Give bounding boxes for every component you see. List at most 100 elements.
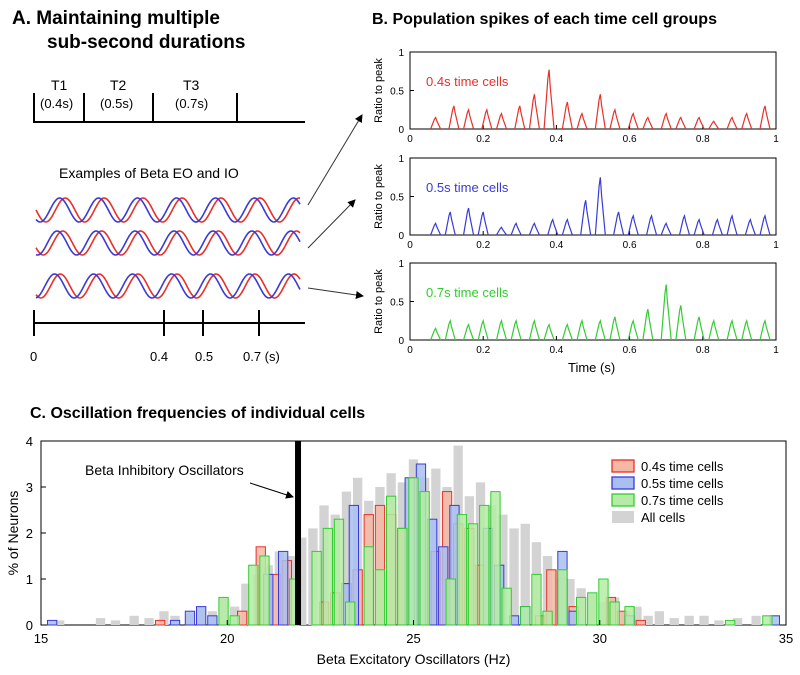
- spike-peak: [627, 111, 639, 130]
- histogram-bar: [624, 606, 635, 626]
- spike-plot-ylabel: Ratio to peak: [373, 58, 385, 123]
- legend-swatch: [611, 459, 635, 473]
- histogram-bar: [456, 514, 468, 626]
- histogram-bar: [669, 618, 679, 625]
- histogram-bar: [55, 620, 65, 625]
- y-tick-label: 4: [26, 434, 33, 449]
- histogram-bar: [643, 615, 653, 625]
- histogram-bar: [479, 504, 490, 626]
- x-tick-label: 15: [34, 631, 48, 646]
- interval-t1-name: T1: [51, 77, 68, 93]
- y-tick-label: 3: [26, 480, 33, 495]
- panel-a-title-line2: sub-second durations: [47, 32, 245, 53]
- legend-label: 0.7s time cells: [641, 493, 724, 508]
- spike-peak: [711, 217, 724, 236]
- interval-t1-duration: (0.4s): [40, 96, 73, 111]
- histogram-bar: [490, 491, 501, 626]
- x-tick-label: 1: [773, 345, 779, 356]
- histogram-bar: [345, 601, 356, 626]
- spike-peak: [481, 107, 493, 130]
- histogram-bar: [654, 611, 664, 625]
- spike-peak: [510, 318, 522, 341]
- wave-row2-eo: [35, 230, 301, 256]
- histogram-bar: [144, 618, 154, 625]
- histogram-bar: [408, 477, 419, 626]
- arrow-to-group-05: [307, 199, 356, 249]
- x-tick-label: 0.4: [549, 240, 563, 251]
- spike-peak: [627, 318, 639, 341]
- time-tick-04: 0.4: [150, 349, 168, 364]
- spike-peak: [462, 107, 475, 130]
- interval-bracket: [33, 93, 305, 123]
- inhibitory-marker: [295, 441, 302, 625]
- spike-peak: [543, 69, 555, 130]
- spike-peak: [675, 116, 687, 130]
- histogram-bar: [159, 611, 169, 625]
- spike-peak: [741, 111, 753, 130]
- y-tick-label: 0.5: [390, 298, 404, 309]
- legend-swatch: [611, 493, 635, 507]
- spike-peak: [726, 213, 738, 236]
- histogram-bar: [322, 527, 334, 626]
- histogram-bar: [501, 587, 512, 626]
- spike-peak: [430, 116, 442, 130]
- spike-peak: [576, 111, 588, 130]
- panel-b-title: B. Population spikes of each time cell g…: [372, 11, 717, 28]
- spike-peak: [594, 94, 606, 130]
- spike-peak: [660, 222, 672, 236]
- legend-label: All cells: [641, 510, 686, 525]
- histogram-bar: [699, 615, 709, 625]
- spike-peak: [726, 116, 738, 130]
- histogram-bar: [363, 546, 374, 626]
- x-tick-label: 0: [407, 345, 413, 356]
- spike-peak: [744, 217, 756, 236]
- examples-label: Examples of Beta EO and IO: [59, 165, 239, 181]
- y-tick-label: 1: [26, 572, 33, 587]
- spike-peak: [642, 116, 654, 130]
- time-tick-0: 0: [30, 349, 37, 364]
- histogram-bar: [129, 615, 139, 625]
- x-tick-label: 25: [406, 631, 420, 646]
- histogram-bar: [557, 569, 568, 626]
- histogram-bar: [467, 523, 479, 626]
- spike-peak: [580, 200, 592, 236]
- histogram-bar: [184, 610, 196, 626]
- y-tick-label: 0.5: [390, 193, 404, 204]
- spike-peak: [444, 211, 456, 236]
- spike-plot-frame: [409, 51, 777, 130]
- spike-peak: [514, 105, 526, 130]
- histogram-bar: [609, 601, 620, 626]
- spike-peak: [741, 318, 753, 341]
- histogram-bar: [169, 619, 181, 626]
- wave-row3-io: [35, 273, 301, 299]
- spike-peak: [678, 213, 691, 236]
- spike-peak: [594, 177, 606, 236]
- panel-a-title-line1: A. Maintaining multiple: [12, 8, 220, 29]
- spike-peak: [708, 120, 720, 130]
- spike-peak: [495, 226, 507, 236]
- spike-plot-1: 0 0.5 1 0 0.2 0.4 0.6 0.8 1 Ratio to peak 0.4s tim…: [373, 48, 779, 145]
- spike-plot-frame: [409, 262, 777, 341]
- spike-peak: [759, 105, 771, 130]
- wave-row2-io: [35, 230, 301, 256]
- wave-row3-eo: [35, 273, 301, 299]
- histogram-bar: [297, 537, 307, 625]
- histogram-bar: [520, 523, 530, 625]
- histogram-bar: [598, 578, 609, 626]
- x-tick-label: 30: [593, 631, 607, 646]
- histogram-bar: [248, 564, 259, 626]
- histogram-bar: [632, 606, 642, 625]
- x-tick-label: 0.8: [696, 134, 710, 145]
- x-tick-label: 0.8: [696, 240, 710, 251]
- histogram-bar: [509, 528, 519, 625]
- y-tick-label: 0: [26, 618, 33, 633]
- frequency-histogram: Beta Inhibitory Oscillators 0 1 2 3 4 15 20 25 30…: [5, 434, 793, 667]
- histogram-bar: [155, 619, 166, 626]
- histogram-bar: [386, 495, 397, 626]
- x-tick-label: 0.4: [549, 345, 563, 356]
- spike-peak: [430, 327, 442, 341]
- spike-peak: [477, 211, 489, 236]
- oscillator-waves: [35, 197, 301, 299]
